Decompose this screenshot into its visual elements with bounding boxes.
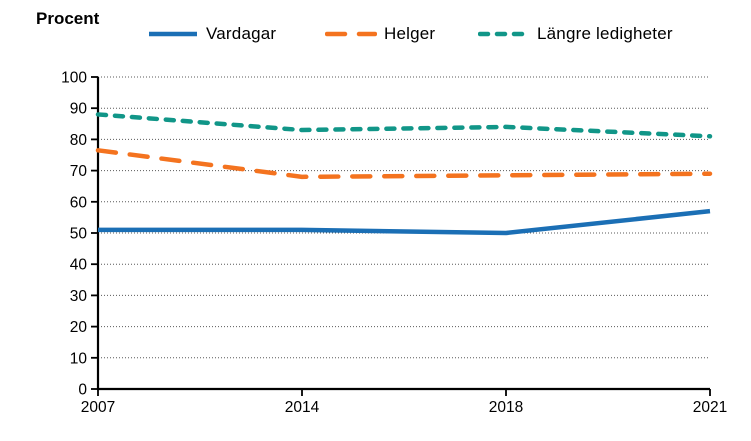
y-tick-label: 10 — [70, 350, 88, 367]
legend-label: Vardagar — [206, 24, 277, 43]
y-tick-label: 90 — [70, 101, 88, 118]
legend-item-vardagar: Vardagar — [147, 23, 276, 45]
y-tick-label: 30 — [70, 288, 88, 305]
x-tick-label: 2014 — [285, 399, 320, 416]
y-tick-label: 40 — [70, 257, 88, 274]
y-axis-unit-label: Procent — [36, 9, 100, 28]
y-tick-label: 20 — [70, 319, 88, 336]
legend-label: Längre ledigheter — [537, 24, 673, 43]
x-axis-ticks: 2007 2014 2018 2021 — [81, 389, 727, 416]
x-tick-label: 2007 — [81, 399, 115, 416]
y-tick-label: 100 — [61, 70, 87, 87]
y-tick-label: 70 — [70, 163, 88, 180]
y-tick-label: 80 — [70, 132, 88, 149]
legend-item-l-ngre-ledigheter: Längre ledigheter — [478, 23, 673, 45]
y-axis-ticks: 0 10 20 30 40 50 60 70 80 90 100 — [61, 70, 98, 399]
legend-label: Helger — [384, 24, 436, 43]
series-line-helger — [95, 148, 713, 180]
gridlines — [98, 76, 710, 359]
legend-line-sample-helger — [325, 31, 377, 37]
y-tick-label: 60 — [70, 194, 88, 211]
y-tick-label: 0 — [78, 382, 87, 399]
series — [95, 112, 713, 236]
x-tick-label: 2021 — [693, 399, 727, 416]
y-tick-label: 50 — [70, 226, 88, 243]
x-tick-label: 2018 — [489, 399, 523, 416]
legend-line-sample-vardagar — [149, 31, 197, 37]
legend-item-helger: Helger — [325, 23, 435, 45]
series-line-vardagar — [98, 208, 711, 236]
series-line-l-ngre-ledigheter — [95, 112, 713, 139]
legend: Vardagar Helger Längre ledigheter — [0, 0, 751, 52]
legend-line-sample-l-ngre-ledigheter — [478, 31, 530, 37]
